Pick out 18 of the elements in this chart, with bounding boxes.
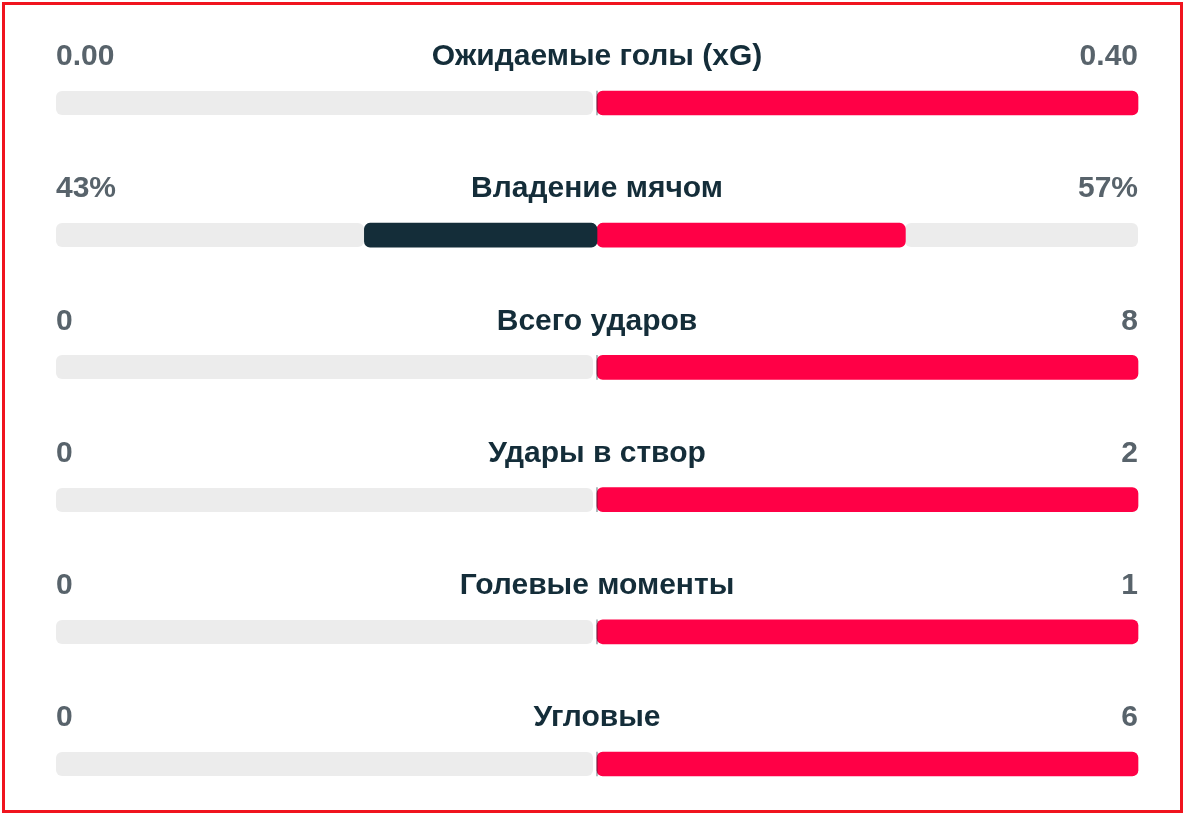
text: 0 xyxy=(56,302,73,336)
text: 0 xyxy=(56,434,73,468)
annotation: 2 xyxy=(1121,434,1138,468)
y-tick-label: Всего ударов xyxy=(496,302,698,336)
y-tick-label: Угловые xyxy=(533,699,661,733)
annotation: 0.40 xyxy=(1079,38,1138,72)
y-tick-label: Удары в створ xyxy=(488,434,706,468)
text: 0 xyxy=(56,567,73,601)
text: 0 xyxy=(56,699,73,733)
y-tick-label: Ожидаемые голы (xG) xyxy=(431,38,763,72)
annotation: 1 xyxy=(1121,567,1138,601)
annotation: 6 xyxy=(1121,699,1138,733)
text: 0.00 xyxy=(56,38,115,72)
annotation: 8 xyxy=(1121,302,1138,336)
annotation: 57% xyxy=(1077,170,1138,204)
y-tick-label: Голевые моменты xyxy=(459,567,735,601)
text: 43% xyxy=(56,170,117,204)
y-tick-label: Владение мячом xyxy=(471,170,723,204)
